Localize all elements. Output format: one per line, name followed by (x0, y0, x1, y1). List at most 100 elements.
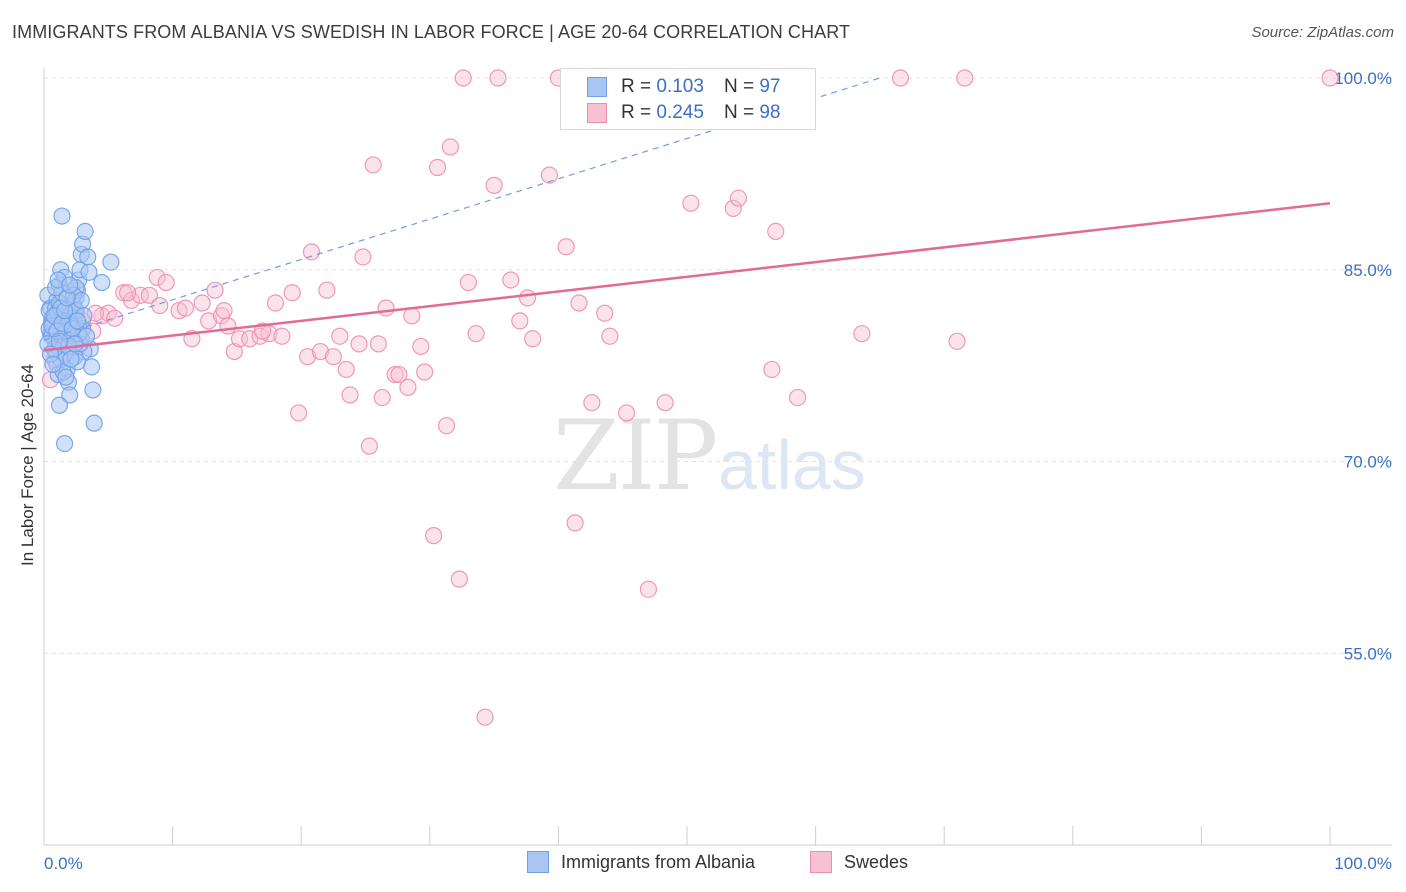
swedes-point (273, 327, 291, 345)
swedes-point (290, 404, 308, 422)
albania-legend-swatch (527, 851, 549, 873)
swedes-point (140, 286, 159, 304)
stats-legend: R = 0.103 N = 97 R = 0.245 N = 98 (560, 68, 816, 130)
swedes-point (241, 330, 259, 348)
swedes-point (148, 268, 166, 287)
y-tick-label: 100.0% (1334, 69, 1392, 88)
y-axis-label: In Labor Force | Age 20-64 (18, 364, 37, 566)
swedes-point (656, 394, 674, 412)
swedes-point (311, 342, 330, 361)
albania-legend-label: Immigrants from Albania (561, 851, 756, 872)
swedes-point (118, 284, 137, 302)
albania-point (44, 355, 62, 373)
swedes-legend-swatch (810, 851, 832, 873)
x-tick-label: 100.0% (1334, 854, 1392, 873)
albania-point (84, 381, 102, 399)
albania-point (68, 312, 87, 330)
albania-point (85, 414, 103, 432)
albania-point (76, 222, 94, 240)
y-tick-label: 85.0% (1344, 261, 1392, 280)
swedes-swatch (587, 103, 607, 123)
albania-n-value: 97 (759, 76, 781, 97)
swedes-point (948, 332, 966, 350)
swedes-point (360, 437, 378, 455)
albania-point (66, 335, 84, 353)
r-label: R = (621, 102, 652, 123)
swedes-point (266, 294, 285, 312)
legend-item-albania[interactable]: Immigrants from Albania (527, 851, 755, 873)
watermark-zip: ZIP (553, 400, 718, 512)
albania-point (61, 276, 79, 294)
legend-row-swedes: R = 0.245 N = 98 (587, 100, 780, 126)
albania-point (102, 253, 120, 271)
swedes-point (206, 281, 224, 299)
swedes-point (489, 69, 507, 87)
swedes-point (131, 286, 150, 304)
albania-point (79, 248, 97, 266)
swedes-point (566, 514, 584, 532)
swedes-point (502, 271, 520, 289)
swedes-point (583, 394, 601, 412)
albania-point (62, 350, 80, 368)
swedes-point (215, 302, 233, 320)
swedes-point (219, 317, 237, 335)
swedes-point (853, 325, 871, 343)
swedes-point (511, 312, 529, 330)
swedes-point (302, 243, 321, 261)
r-label: R = (621, 76, 652, 97)
n-label: N = (723, 102, 755, 123)
swedes-point (524, 330, 542, 348)
albania-point (50, 396, 69, 414)
swedes-point (331, 327, 349, 345)
swedes-point (386, 365, 404, 384)
swedes-point (639, 580, 658, 598)
albania-point (57, 368, 75, 386)
series-legend: Immigrants from Albania Swedes (0, 851, 1406, 877)
swedes-point (399, 378, 417, 396)
swedes-point (254, 322, 272, 340)
swedes-point (106, 309, 124, 327)
swedes-point (540, 166, 558, 184)
legend-item-swedes[interactable]: Swedes (810, 851, 908, 873)
albania-point (61, 386, 79, 404)
y-tick-label: 70.0% (1344, 453, 1392, 472)
swedes-point (1321, 69, 1339, 87)
swedes-point (450, 570, 468, 588)
swedes-point (570, 294, 588, 312)
swedes-point (373, 388, 391, 407)
swedes-point (318, 281, 336, 299)
swedes-point (729, 189, 748, 207)
swedes-point (200, 312, 218, 330)
swedes-point (956, 69, 974, 87)
albania-point (93, 273, 111, 292)
swedes-point (225, 342, 243, 361)
swedes-point (682, 194, 700, 212)
swedes-point (891, 69, 910, 87)
swedes-point (193, 294, 211, 312)
legend-row-albania: R = 0.103 N = 97 (587, 74, 780, 100)
swedes-point (437, 417, 456, 435)
swedes-point (354, 248, 372, 266)
albania-r-value: 0.103 (656, 76, 704, 97)
swedes-point (350, 335, 368, 353)
albania-swatch (587, 77, 607, 97)
albania-point (72, 291, 90, 310)
chart-title: IMMIGRANTS FROM ALBANIA VS SWEDISH IN LA… (12, 22, 851, 42)
swedes-point (596, 304, 614, 322)
swedes-point (324, 348, 342, 366)
swedes-point (767, 222, 785, 240)
albania-point (55, 435, 74, 453)
swedes-r-value: 0.245 (656, 102, 704, 123)
watermark-atlas: atlas (718, 426, 866, 504)
x-tick-label: 0.0% (44, 854, 83, 873)
swedes-point (412, 337, 430, 356)
swedes-point (176, 299, 195, 317)
swedes-point (454, 69, 472, 87)
swedes-point (390, 365, 408, 384)
y-tick-label: 55.0% (1344, 644, 1392, 663)
swedes-n-value: 98 (759, 102, 781, 123)
swedes-point (283, 284, 301, 302)
swedes-point (467, 325, 485, 343)
swedes-point (476, 708, 494, 726)
